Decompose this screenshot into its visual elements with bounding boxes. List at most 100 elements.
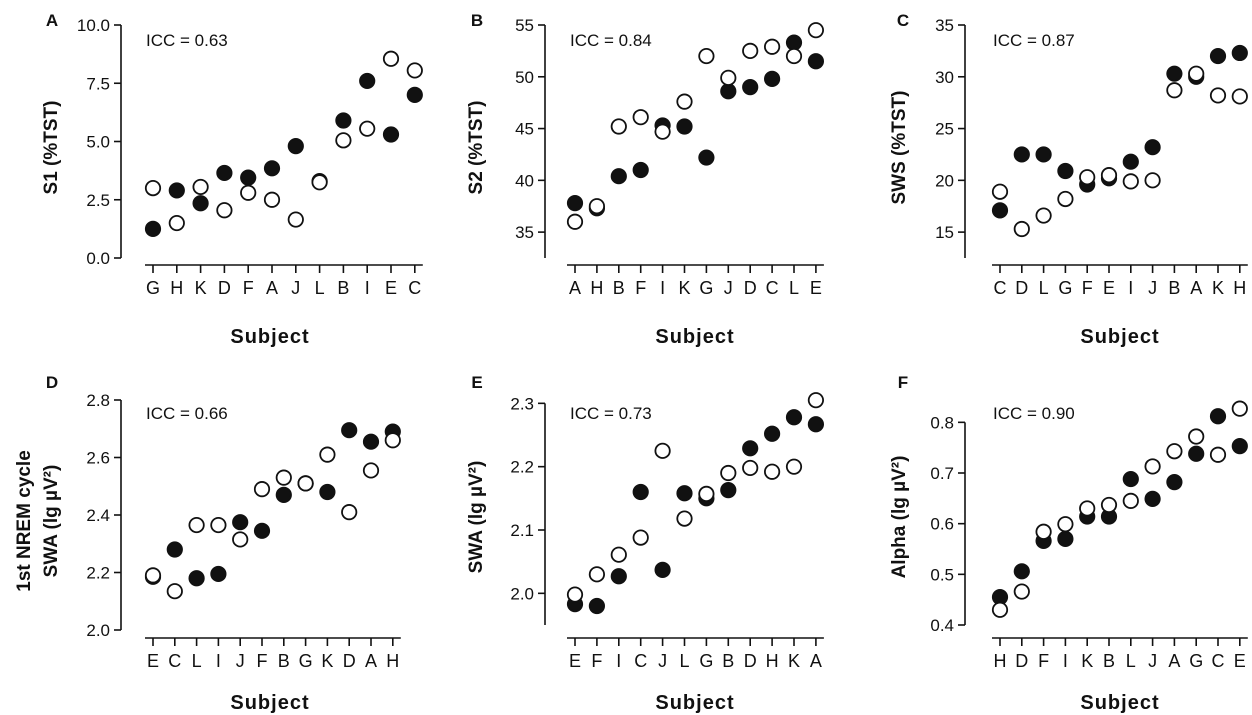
y-tick-label: 40 xyxy=(515,171,534,190)
data-point-open xyxy=(785,458,803,475)
data-point-open xyxy=(1035,207,1052,224)
x-tick-label: K xyxy=(788,651,800,671)
data-point-open xyxy=(566,586,584,603)
y-axis-title: Alpha (lg µV²) xyxy=(889,456,910,579)
data-point-filled xyxy=(1013,146,1030,163)
data-point-open xyxy=(210,516,227,534)
x-tick-label: C xyxy=(168,651,181,671)
data-point-open xyxy=(654,123,671,140)
x-tick-label: I xyxy=(616,651,621,671)
x-tick-label: A xyxy=(1168,651,1180,671)
data-point-open xyxy=(166,583,183,600)
data-point-filled xyxy=(742,79,759,96)
y-tick-label: 50 xyxy=(515,68,534,87)
data-point-filled xyxy=(192,195,209,212)
y-tick-label: 2.0 xyxy=(86,621,110,640)
data-point-filled xyxy=(240,169,257,186)
x-tick-label: B xyxy=(722,651,734,671)
data-point-filled xyxy=(216,164,233,182)
data-point-open xyxy=(632,529,649,546)
y-axis-title: S1 (%TST) xyxy=(41,101,62,195)
x-tick-label: I xyxy=(1128,278,1133,298)
data-point-filled xyxy=(1144,139,1161,156)
data-point-filled xyxy=(1166,65,1183,82)
y-tick-label: 2.8 xyxy=(86,391,110,410)
data-point-open xyxy=(335,132,352,149)
y-tick-label: 30 xyxy=(935,68,954,87)
x-tick-label: H xyxy=(590,278,603,298)
data-point-filled xyxy=(144,220,162,237)
data-point-open xyxy=(319,446,336,463)
data-point-open xyxy=(1013,583,1030,600)
x-tick-label: D xyxy=(744,651,757,671)
panel-letter: A xyxy=(46,11,58,30)
x-tick-label: E xyxy=(810,278,822,298)
data-point-open xyxy=(192,178,209,196)
data-point-open xyxy=(566,213,584,230)
x-tick-label: J xyxy=(236,651,245,671)
data-point-open xyxy=(1166,443,1183,460)
x-tick-label: L xyxy=(679,651,689,671)
data-point-open xyxy=(1100,496,1118,514)
data-point-open xyxy=(991,601,1009,618)
data-point-open xyxy=(382,50,400,67)
x-tick-label: D xyxy=(343,651,356,671)
x-tick-label: C xyxy=(766,278,779,298)
data-point-open xyxy=(1100,167,1118,184)
y-axis-title: SWA (lg µV²) xyxy=(41,465,62,578)
panel-letter: C xyxy=(897,11,909,30)
data-point-open xyxy=(1035,523,1052,540)
data-point-filled xyxy=(698,149,715,166)
x-tick-label: D xyxy=(744,278,757,298)
data-point-open xyxy=(1231,400,1248,417)
y-tick-label: 2.2 xyxy=(86,564,110,583)
data-point-open xyxy=(720,464,737,482)
x-axis-title: Subject xyxy=(655,326,734,348)
data-point-open xyxy=(588,566,606,583)
x-tick-label: K xyxy=(321,651,333,671)
data-point-filled xyxy=(232,514,249,531)
data-point-open xyxy=(676,93,693,110)
data-point-filled xyxy=(1057,162,1074,180)
x-tick-label: L xyxy=(315,278,325,298)
data-point-filled xyxy=(807,53,825,70)
y-tick-label: 2.6 xyxy=(86,449,110,468)
icc-annotation: ICC = 0.90 xyxy=(993,404,1075,423)
data-point-filled xyxy=(632,483,649,501)
x-tick-label: H xyxy=(170,278,183,298)
data-point-filled xyxy=(720,83,737,100)
panel-letter: F xyxy=(898,373,908,392)
x-tick-label: L xyxy=(1126,651,1136,671)
x-tick-label: G xyxy=(699,278,713,298)
y-tick-label: 2.2 xyxy=(510,458,534,477)
x-tick-label: E xyxy=(385,278,397,298)
x-tick-label: K xyxy=(678,278,690,298)
data-point-filled xyxy=(168,182,185,199)
data-point-open xyxy=(406,62,423,79)
data-point-filled xyxy=(610,568,627,585)
data-point-filled xyxy=(382,126,400,143)
x-tick-label: E xyxy=(569,651,581,671)
data-point-open xyxy=(698,47,715,65)
y-axis-title: SWA (lg µV²) xyxy=(466,461,487,574)
data-point-filled xyxy=(1209,47,1227,65)
data-point-filled xyxy=(335,112,352,129)
data-point-filled xyxy=(253,522,271,539)
x-tick-label: H xyxy=(386,651,399,671)
x-tick-label: G xyxy=(299,651,313,671)
x-tick-label: B xyxy=(613,278,625,298)
data-point-open xyxy=(785,47,803,65)
data-point-open xyxy=(676,510,693,527)
data-point-filled xyxy=(166,541,183,558)
data-point-filled xyxy=(341,422,358,439)
x-tick-label: J xyxy=(291,278,300,298)
data-point-open xyxy=(610,118,627,135)
data-point-filled xyxy=(263,160,281,177)
data-point-open xyxy=(144,180,162,197)
icc-annotation: ICC = 0.87 xyxy=(993,31,1075,50)
data-point-filled xyxy=(362,433,380,450)
icc-annotation: ICC = 0.73 xyxy=(570,404,652,423)
